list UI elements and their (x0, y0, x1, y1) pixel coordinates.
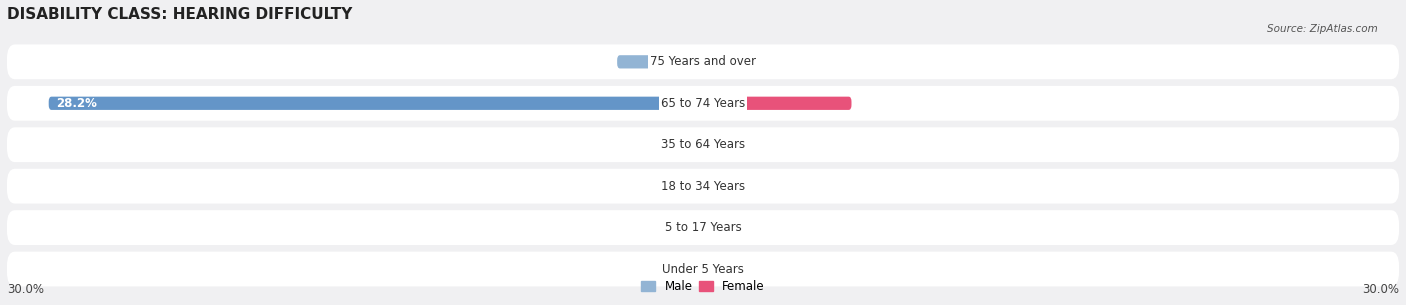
FancyBboxPatch shape (7, 127, 1399, 162)
Legend: Male, Female: Male, Female (637, 275, 769, 297)
Text: 3.7%: 3.7% (666, 55, 696, 68)
Text: 65 to 74 Years: 65 to 74 Years (661, 97, 745, 110)
Text: 0.0%: 0.0% (666, 180, 696, 193)
Text: 30.0%: 30.0% (7, 283, 44, 296)
FancyBboxPatch shape (703, 97, 852, 110)
FancyBboxPatch shape (49, 97, 703, 110)
Text: Source: ZipAtlas.com: Source: ZipAtlas.com (1267, 24, 1378, 34)
Text: 35 to 64 Years: 35 to 64 Years (661, 138, 745, 151)
Text: 0.0%: 0.0% (710, 221, 740, 234)
Text: 0.0%: 0.0% (710, 180, 740, 193)
FancyBboxPatch shape (7, 45, 1399, 79)
Text: 30.0%: 30.0% (1362, 283, 1399, 296)
FancyBboxPatch shape (7, 210, 1399, 245)
Text: 5 to 17 Years: 5 to 17 Years (665, 221, 741, 234)
Text: 0.0%: 0.0% (710, 263, 740, 275)
Text: 0.0%: 0.0% (666, 221, 696, 234)
Text: 6.4%: 6.4% (710, 97, 740, 110)
Text: Under 5 Years: Under 5 Years (662, 263, 744, 275)
FancyBboxPatch shape (7, 169, 1399, 203)
FancyBboxPatch shape (703, 138, 742, 151)
Text: 0.0%: 0.0% (666, 138, 696, 151)
FancyBboxPatch shape (617, 55, 703, 69)
FancyBboxPatch shape (7, 252, 1399, 286)
Text: 18 to 34 Years: 18 to 34 Years (661, 180, 745, 193)
Text: 75 Years and over: 75 Years and over (650, 55, 756, 68)
Text: 1.7%: 1.7% (710, 138, 740, 151)
Text: 0.0%: 0.0% (666, 263, 696, 275)
Text: DISABILITY CLASS: HEARING DIFFICULTY: DISABILITY CLASS: HEARING DIFFICULTY (7, 7, 353, 22)
Text: 0.0%: 0.0% (710, 55, 740, 68)
FancyBboxPatch shape (7, 86, 1399, 121)
Text: 28.2%: 28.2% (56, 97, 97, 110)
